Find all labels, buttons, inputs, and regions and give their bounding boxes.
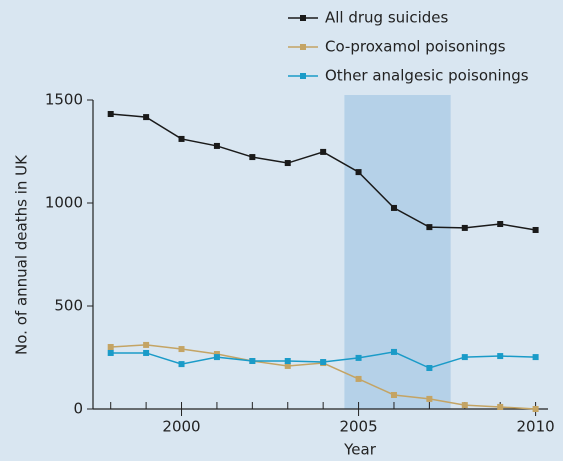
point	[461, 354, 468, 361]
point	[249, 358, 256, 365]
point	[284, 362, 291, 369]
point	[178, 361, 185, 368]
point	[532, 354, 539, 361]
point	[355, 375, 362, 382]
point	[320, 148, 327, 155]
x-tick-label: 2010	[517, 418, 555, 436]
point	[213, 142, 220, 149]
legend-marker	[300, 73, 306, 79]
point	[390, 348, 397, 355]
point	[107, 349, 114, 356]
y-axis-label: No. of annual deaths in UK	[13, 154, 31, 355]
point	[107, 111, 114, 118]
point	[143, 341, 150, 348]
legend-marker	[300, 15, 306, 21]
point	[249, 154, 256, 161]
series-line	[110, 113, 536, 231]
point	[532, 226, 539, 233]
legend-marker	[300, 44, 306, 50]
point	[178, 346, 185, 353]
point	[390, 204, 397, 211]
legend-label: All drug suicides	[325, 9, 449, 27]
point	[284, 160, 291, 167]
point	[213, 350, 220, 357]
point	[497, 403, 504, 410]
point	[497, 221, 504, 228]
point	[426, 224, 433, 231]
point	[284, 358, 291, 365]
point	[390, 391, 397, 398]
point	[143, 349, 150, 356]
point	[426, 395, 433, 402]
y-tick-label: 500	[54, 297, 83, 315]
point	[532, 406, 539, 412]
point	[320, 359, 327, 366]
x-tick-label: 2000	[162, 418, 200, 436]
point	[213, 354, 220, 361]
y-tick-label: 1500	[45, 91, 83, 109]
point	[426, 365, 433, 372]
point	[497, 353, 504, 360]
point	[178, 135, 185, 142]
x-axis-label: Year	[343, 441, 377, 459]
y-tick-label: 1000	[45, 194, 83, 212]
point	[355, 354, 362, 361]
point	[461, 224, 468, 231]
highlight-band	[344, 95, 451, 409]
point	[355, 169, 362, 176]
series-line	[110, 344, 536, 410]
point	[461, 402, 468, 409]
legend-label: Other analgesic poisonings	[325, 67, 529, 85]
point	[107, 343, 114, 350]
y-tick-label: 0	[73, 400, 83, 418]
legend-label: Co-proxamol poisonings	[325, 38, 506, 56]
x-tick-label: 2005	[339, 418, 377, 436]
point	[143, 114, 150, 121]
